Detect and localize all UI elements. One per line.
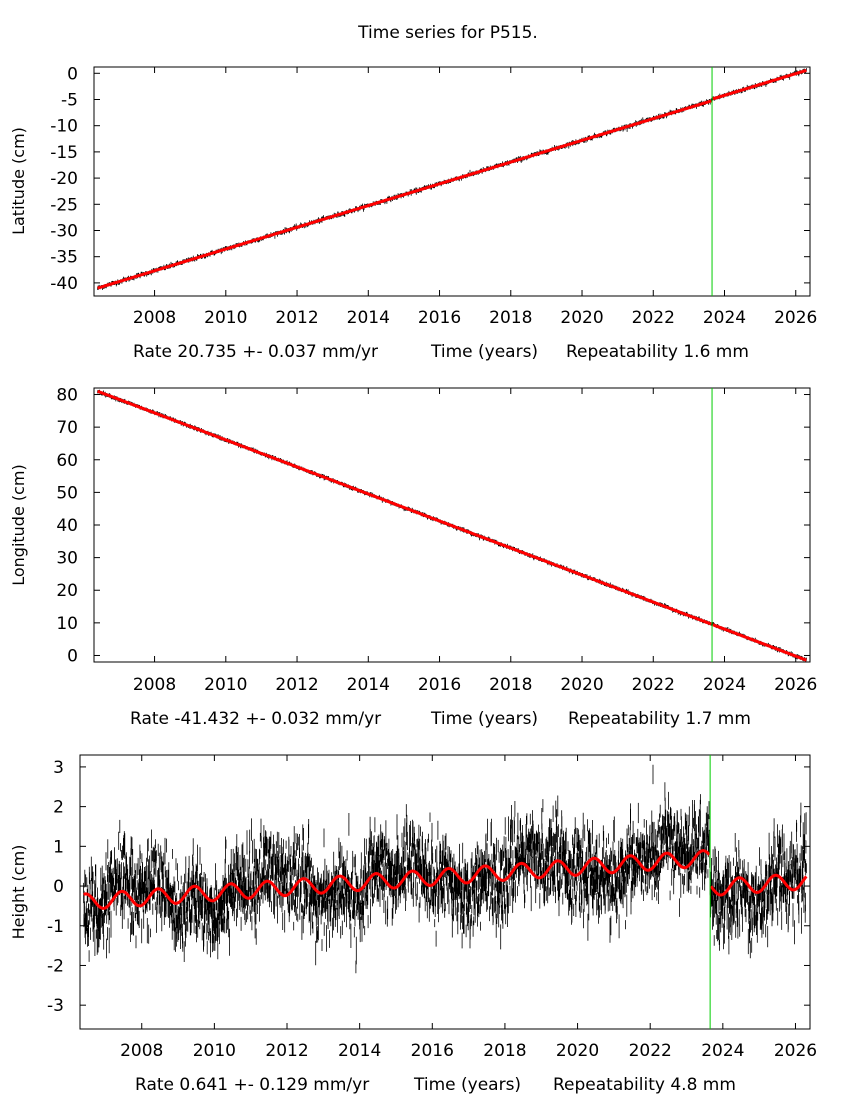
lat-model-fit-line xyxy=(97,99,712,290)
hgt-ytick-label: 3 xyxy=(53,758,64,778)
lon-ytick-label: 60 xyxy=(56,451,78,471)
lat-model-fit-line xyxy=(712,68,807,101)
height-rate-label: Rate 0.641 +- 0.129 mm/yr xyxy=(135,1075,369,1095)
hgt-xtick-label: 2026 xyxy=(774,1041,817,1061)
hgt-xtick-label: 2014 xyxy=(338,1041,381,1061)
lon-ytick-label: 40 xyxy=(56,516,78,536)
lon-model-fit-line xyxy=(97,389,712,626)
lon-xtick-label: 2022 xyxy=(632,675,675,695)
hgt-xtick-label: 2008 xyxy=(120,1041,163,1061)
lon-xtick-label: 2014 xyxy=(347,675,390,695)
lon-xtick-label: 2020 xyxy=(560,675,603,695)
hgt-ytick-label: 0 xyxy=(53,877,64,897)
hgt-xtick-label: 2018 xyxy=(483,1041,526,1061)
lon-ytick-label: 10 xyxy=(56,614,78,634)
lat-ytick-label: -20 xyxy=(50,169,78,189)
lon-ytick-label: 80 xyxy=(56,386,78,406)
hgt-ytick-label: -1 xyxy=(47,917,64,937)
longitude-plot-area xyxy=(93,387,811,663)
lon-xtick-label: 2008 xyxy=(133,675,176,695)
latitude-time-label: Time (years) xyxy=(430,342,538,362)
lat-xtick-label: 2008 xyxy=(133,308,176,328)
lat-xtick-label: 2014 xyxy=(347,308,390,328)
lat-ytick-label: -40 xyxy=(50,274,78,294)
lat-xtick-label: 2026 xyxy=(774,308,817,328)
lat-xtick-label: 2024 xyxy=(703,308,746,328)
latitude-x-ticks: 2008 2010 2012 2014 2016 2018 2020 2022 2024 2026 xyxy=(133,67,817,328)
lon-xtick-label: 2010 xyxy=(204,675,247,695)
lon-ytick-label: 50 xyxy=(56,483,78,503)
latitude-plot-area xyxy=(93,66,811,297)
longitude-rate-label: Rate -41.432 +- 0.032 mm/yr xyxy=(130,709,381,729)
hgt-plot-frame xyxy=(79,754,811,1030)
longitude-x-ticks: 2008 2010 2012 2014 2016 2018 2020 2022 2024 2026 xyxy=(133,388,817,695)
lon-ytick-label: 30 xyxy=(56,549,78,569)
lat-xtick-label: 2022 xyxy=(632,308,675,328)
lon-ytick-label: 70 xyxy=(56,418,78,438)
lat-plot-frame xyxy=(93,66,811,297)
lat-ytick-label: -30 xyxy=(50,221,78,241)
lat-xtick-label: 2010 xyxy=(204,308,247,328)
height-ylabel: Height (cm) xyxy=(9,845,28,940)
hgt-xtick-label: 2010 xyxy=(193,1041,236,1061)
lon-xtick-label: 2018 xyxy=(489,675,532,695)
latitude-repeatability-label: Repeatability 1.6 mm xyxy=(566,342,749,362)
hgt-model-fit-line xyxy=(83,849,711,910)
lon-xtick-label: 2026 xyxy=(774,675,817,695)
lon-xtick-label: 2012 xyxy=(275,675,318,695)
lon-ytick-label: 20 xyxy=(56,581,78,601)
hgt-model-fit-line xyxy=(709,873,808,897)
hgt-xtick-label: 2012 xyxy=(265,1041,308,1061)
lat-ytick-label: 0 xyxy=(67,64,78,84)
lat-xtick-label: 2020 xyxy=(560,308,603,328)
lon-xtick-label: 2024 xyxy=(703,675,746,695)
latitude-ylabel: Latitude (cm) xyxy=(9,127,28,235)
lat-xtick-label: 2012 xyxy=(275,308,318,328)
height-repeatability-label: Repeatability 4.8 mm xyxy=(553,1075,736,1095)
hgt-xtick-label: 2016 xyxy=(411,1041,454,1061)
longitude-y-ticks: 80 70 60 50 40 30 20 10 0 xyxy=(56,386,810,666)
lon-xtick-label: 2016 xyxy=(418,675,461,695)
hgt-xtick-label: 2020 xyxy=(556,1041,599,1061)
longitude-repeatability-label: Repeatability 1.7 mm xyxy=(568,709,751,729)
figure-title: Time series for P515. xyxy=(357,23,538,43)
height-time-label: Time (years) xyxy=(413,1075,521,1095)
latitude-y-ticks: 0 -5 -10 -15 -20 -25 -30 -35 -40 xyxy=(50,64,810,294)
latitude-panel: Latitude (cm) 0 -5 -10 -15 -20 -25 -30 -35 -40 2… xyxy=(9,64,817,362)
hgt-ytick-label: 2 xyxy=(53,798,64,818)
longitude-time-label: Time (years) xyxy=(430,709,538,729)
hgt-xtick-label: 2024 xyxy=(701,1041,744,1061)
lat-xtick-label: 2016 xyxy=(418,308,461,328)
hgt-ytick-label: 1 xyxy=(53,837,64,857)
lat-ytick-label: -25 xyxy=(50,195,78,215)
lon-ytick-label: 0 xyxy=(67,646,78,666)
lat-ytick-label: -5 xyxy=(61,90,78,110)
hgt-ytick-label: -2 xyxy=(47,956,64,976)
lat-ytick-label: -10 xyxy=(50,117,78,137)
height-y-ticks: 3 2 1 0 -1 -2 -3 xyxy=(47,758,810,1016)
lat-ytick-label: -15 xyxy=(50,143,78,163)
lat-xtick-label: 2018 xyxy=(489,308,532,328)
lon-model-fit-line xyxy=(712,623,807,662)
lat-ytick-label: -35 xyxy=(50,248,78,268)
height-x-ticks: 2008 2010 2012 2014 2016 2018 2020 2022 2024 2026 xyxy=(120,755,817,1061)
longitude-ylabel: Longitude (cm) xyxy=(9,464,28,586)
latitude-rate-label: Rate 20.735 +- 0.037 mm/yr xyxy=(133,342,378,362)
lon-plot-frame xyxy=(93,387,811,663)
hgt-ytick-label: -3 xyxy=(47,996,64,1016)
height-plot-area xyxy=(79,754,811,1030)
hgt-xtick-label: 2022 xyxy=(629,1041,672,1061)
